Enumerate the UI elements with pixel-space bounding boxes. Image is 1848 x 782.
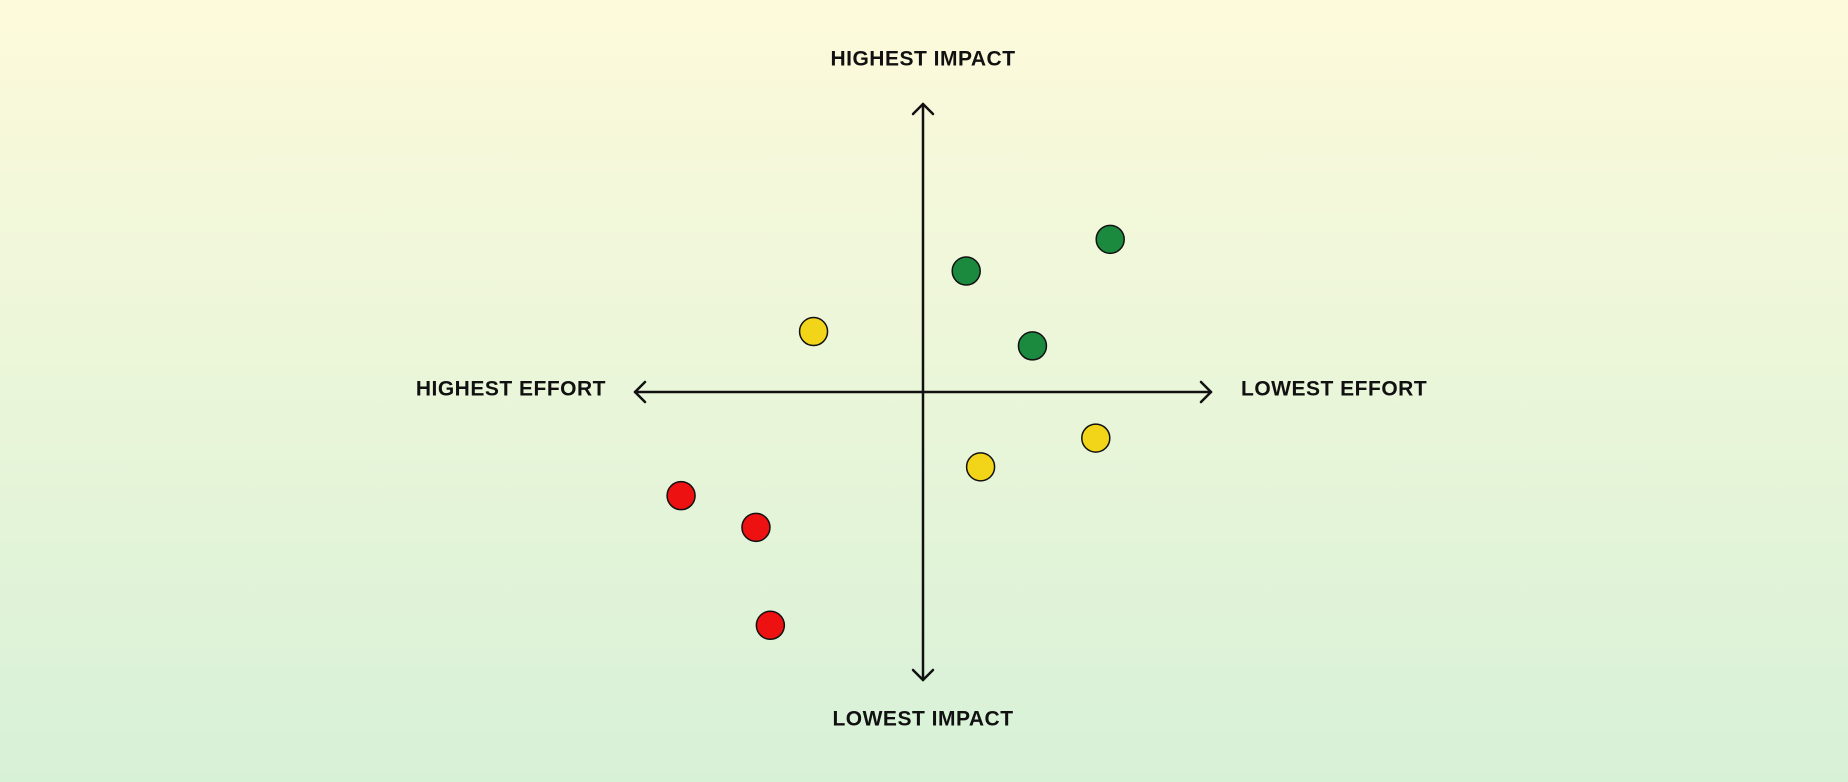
point [798,316,829,347]
arrow-right [1199,380,1213,404]
top-label: HIGHEST IMPACT [830,48,1015,71]
point [741,512,771,543]
axes [633,102,1213,682]
arrow-left [633,380,647,404]
point [951,256,981,286]
point [1081,423,1111,453]
arrow-down [911,668,935,682]
point [666,480,696,511]
bottom-label: LOWEST IMPACT [832,708,1013,731]
point [1017,331,1048,361]
arrow-up [911,102,935,116]
point [755,610,786,641]
left-label: HIGHEST EFFORT [416,378,606,401]
point [1095,224,1125,255]
right-label: LOWEST EFFORT [1241,378,1427,401]
point [965,452,996,482]
